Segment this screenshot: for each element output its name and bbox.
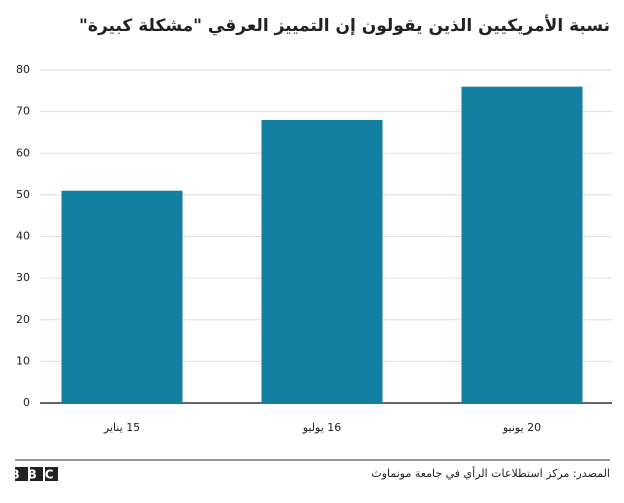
source: المصدر: مركز استطلاعات الرأي في جامعة مو…	[371, 466, 610, 480]
x-tick-label: 20 يونيو	[502, 421, 541, 434]
y-tick-label: 80	[16, 63, 30, 76]
y-tick-label: 70	[16, 105, 30, 118]
bar	[261, 119, 383, 403]
bar	[461, 86, 583, 404]
y-tick-label: 50	[16, 188, 30, 201]
y-tick-label: 20	[16, 313, 30, 326]
logo: BBC	[10, 467, 61, 482]
x-tick-label: 16 يوليو	[302, 421, 342, 434]
y-tick-label: 30	[16, 271, 30, 284]
y-tick-label: 60	[16, 146, 30, 159]
logo-text: BBC	[10, 468, 61, 482]
chart-title: نسبة الأمريكيين الذين يقولون إن التمييز …	[79, 15, 610, 36]
y-tick-label: 0	[23, 396, 30, 409]
y-tick-label: 10	[16, 354, 30, 367]
x-tick-label: 15 يناير	[103, 421, 140, 434]
y-tick-label: 40	[16, 230, 30, 243]
bar	[61, 190, 183, 403]
